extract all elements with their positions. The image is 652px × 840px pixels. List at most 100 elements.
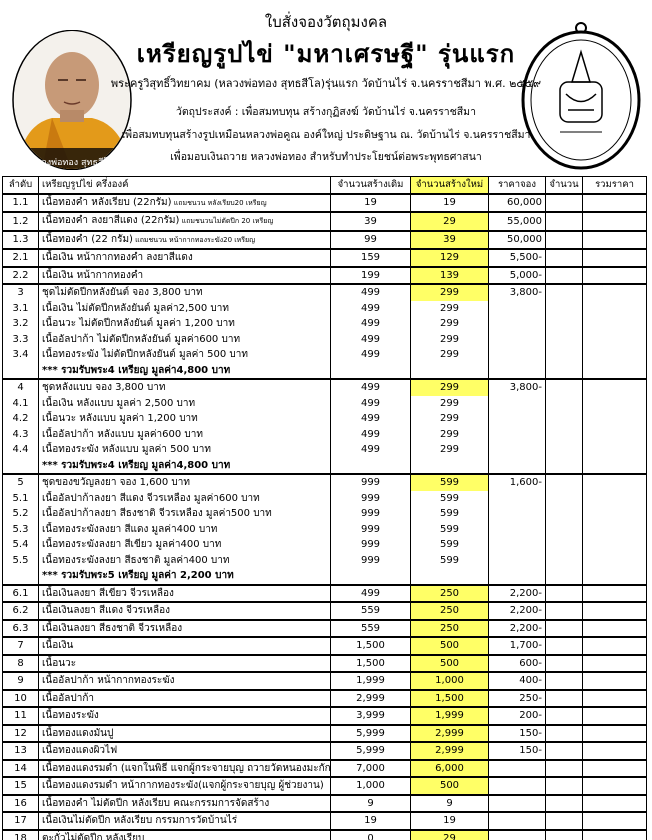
total-price-field[interactable] [582, 568, 647, 585]
total-price-field[interactable] [582, 537, 647, 553]
order-quantity-field[interactable] [545, 411, 583, 427]
order-quantity-field[interactable] [545, 671, 583, 690]
order-quantity-field[interactable] [545, 741, 583, 760]
total-price-field[interactable] [582, 426, 647, 442]
total-price-field[interactable] [582, 671, 647, 690]
order-quantity-field[interactable] [545, 378, 583, 396]
order-quantity-field[interactable] [545, 793, 583, 812]
order-quantity-field[interactable] [545, 490, 583, 506]
total-price-field[interactable] [582, 490, 647, 506]
total-price-field[interactable] [582, 583, 647, 602]
order-quantity-field[interactable] [545, 192, 583, 212]
order-quantity-field[interactable] [545, 331, 583, 347]
order-quantity-field[interactable] [545, 362, 583, 379]
item-name: เนื้ออัลปาก้า [38, 688, 331, 707]
total-price-field[interactable] [582, 552, 647, 568]
row-number [2, 568, 39, 585]
total-price-field[interactable] [582, 265, 647, 284]
total-price-field[interactable] [582, 473, 647, 491]
total-price-field[interactable] [582, 811, 647, 830]
total-price-field[interactable] [582, 776, 647, 795]
total-price-field[interactable] [582, 283, 647, 301]
total-price-field[interactable] [582, 378, 647, 396]
total-price-field[interactable] [582, 347, 647, 363]
total-price-field[interactable] [582, 248, 647, 267]
order-quantity-field[interactable] [545, 395, 583, 411]
total-price-field[interactable] [582, 688, 647, 707]
item-name: เนื้อทองระฆัง ไม่ตัดปีกหลังยันต์ มูลค่า … [38, 347, 331, 363]
order-quantity-field[interactable] [545, 776, 583, 795]
order-quantity-field[interactable] [545, 426, 583, 442]
order-quantity-field[interactable] [545, 347, 583, 363]
total-price-field[interactable] [582, 601, 647, 620]
total-price-field[interactable] [582, 521, 647, 537]
total-price-field[interactable] [582, 828, 647, 840]
order-quantity-field[interactable] [545, 537, 583, 553]
total-price-field[interactable] [582, 741, 647, 760]
reserve-price: 2,200- [488, 583, 546, 602]
order-quantity-field[interactable] [545, 211, 583, 231]
order-quantity-field[interactable] [545, 811, 583, 830]
order-quantity-field[interactable] [545, 316, 583, 332]
original-quantity [330, 457, 411, 474]
new-quantity: 299 [410, 378, 489, 396]
order-quantity-field[interactable] [545, 688, 583, 707]
total-price-field[interactable] [582, 457, 647, 474]
total-price-field[interactable] [582, 758, 647, 777]
monk-portrait-image [12, 30, 132, 170]
new-quantity: 1,000 [410, 671, 489, 690]
total-price-field[interactable] [582, 192, 647, 212]
order-quantity-field[interactable] [545, 828, 583, 840]
total-price-field[interactable] [582, 653, 647, 672]
order-quantity-field[interactable] [545, 758, 583, 777]
order-quantity-field[interactable] [545, 706, 583, 725]
table-row: 5.5 เนื้อทองระฆังลงยา สีธงชาติ มูลค่า400 … [2, 552, 647, 568]
total-price-field[interactable] [582, 442, 647, 458]
original-quantity [330, 568, 411, 585]
row-number: 4.1 [2, 395, 39, 411]
total-price-field[interactable] [582, 706, 647, 725]
order-quantity-field[interactable] [545, 723, 583, 742]
order-quantity-field[interactable] [545, 265, 583, 284]
order-quantity-field[interactable] [545, 583, 583, 602]
total-price-field[interactable] [582, 506, 647, 522]
order-quantity-field[interactable] [545, 229, 583, 249]
reserve-price [488, 347, 546, 363]
order-quantity-field[interactable] [545, 283, 583, 301]
total-price-field[interactable] [582, 300, 647, 316]
order-quantity-field[interactable] [545, 473, 583, 491]
order-quantity-field[interactable] [545, 506, 583, 522]
item-name: เนื้อเงิน หน้ากากทองคำ ลงยาสีแดง [38, 248, 331, 267]
total-price-field[interactable] [582, 229, 647, 249]
order-quantity-field[interactable] [545, 442, 583, 458]
total-price-field[interactable] [582, 793, 647, 812]
order-quantity-field[interactable] [545, 568, 583, 585]
total-price-field[interactable] [582, 618, 647, 637]
order-quantity-field[interactable] [545, 300, 583, 316]
order-quantity-field[interactable] [545, 636, 583, 655]
total-price-field[interactable] [582, 331, 647, 347]
total-price-field[interactable] [582, 362, 647, 379]
original-quantity: 5,999 [330, 723, 411, 742]
item-name-text: เนื้ออัลปาก้า ไม่ตัดปีกหลังยันต์ มูลค่า6… [42, 333, 241, 345]
total-price-field[interactable] [582, 395, 647, 411]
item-name-text: เนื้อทองระฆังลงยา สีเขียว มูลค่า400 บาท [42, 539, 222, 550]
order-quantity-field[interactable] [545, 521, 583, 537]
total-price-field[interactable] [582, 636, 647, 655]
order-quantity-field[interactable] [545, 248, 583, 267]
order-quantity-field[interactable] [545, 653, 583, 672]
row-number: 1.1 [2, 192, 39, 212]
total-price-field[interactable] [582, 316, 647, 332]
total-price-field[interactable] [582, 723, 647, 742]
item-name: *** รวมรับพระ5 เหรียญ มูลค่า 2,200 บาท [38, 568, 331, 585]
total-price-field[interactable] [582, 211, 647, 231]
order-quantity-field[interactable] [545, 601, 583, 620]
order-quantity-field[interactable] [545, 457, 583, 474]
reserve-price [488, 316, 546, 332]
order-quantity-field[interactable] [545, 618, 583, 637]
original-quantity: 19 [330, 192, 411, 212]
order-quantity-field[interactable] [545, 552, 583, 568]
item-name-text: *** รวมรับพระ4 เหรียญ มูลค่า4,800 บาท [42, 459, 231, 471]
total-price-field[interactable] [582, 411, 647, 427]
row-number: 9 [2, 671, 39, 690]
